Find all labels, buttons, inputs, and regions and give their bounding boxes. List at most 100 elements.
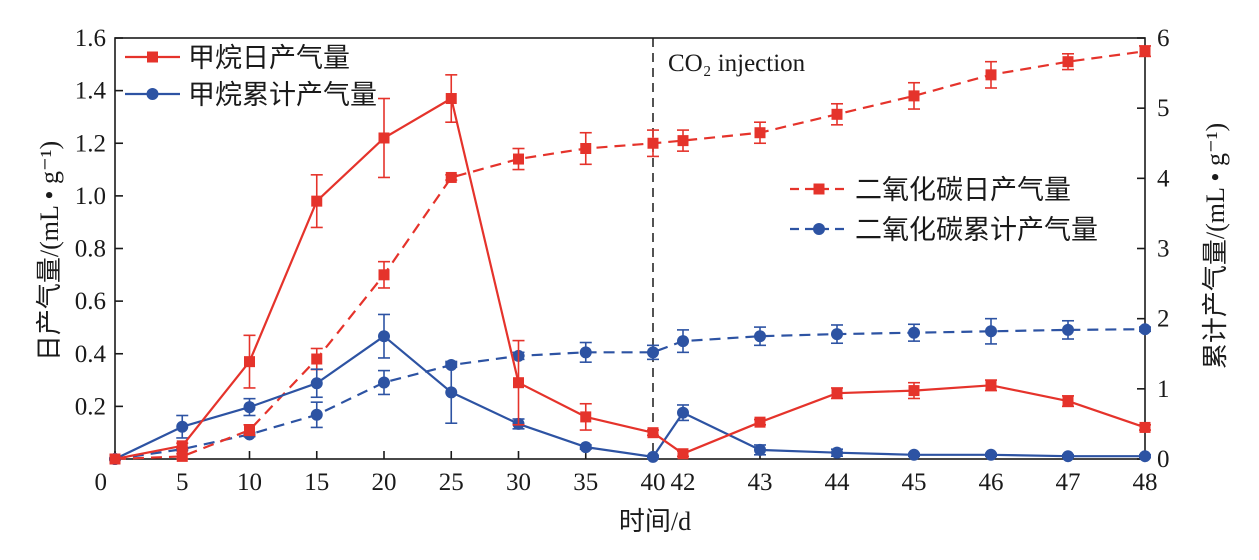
- data-point-circle: [1139, 450, 1151, 463]
- left-y-axis-title: 日产气量/(mL • g⁻¹): [35, 141, 64, 361]
- data-point-circle: [1062, 450, 1074, 463]
- data-point-square: [244, 424, 255, 436]
- right-y-tick-label: 1: [1157, 376, 1170, 403]
- data-point-square: [311, 353, 323, 365]
- x-tick-label: 15: [304, 469, 329, 496]
- data-point-square: [1139, 421, 1151, 433]
- data-point-square: [176, 440, 188, 452]
- legend-label-co2-daily: 二氧化碳日产气量: [855, 175, 1071, 205]
- data-point-square: [831, 108, 843, 120]
- left-y-tick-label: 0.8: [75, 236, 106, 263]
- co2-injection-annotation: CO₂ injection: [668, 50, 806, 77]
- data-point-circle: [813, 223, 825, 235]
- data-point-square: [754, 127, 766, 139]
- x-tick-label: 48: [1133, 469, 1158, 496]
- x-tick-label: 5: [176, 469, 189, 496]
- data-point-square: [445, 171, 457, 183]
- left-y-tick-label: 1.2: [75, 130, 106, 157]
- right-y-tick-label: 4: [1157, 165, 1170, 192]
- data-point-square: [985, 69, 997, 81]
- x-tick-label: 40: [641, 469, 666, 496]
- data-point-circle: [378, 376, 390, 389]
- data-point-circle: [754, 443, 766, 456]
- data-point-circle: [647, 346, 659, 359]
- series-line: [114, 335, 1145, 460]
- data-point-circle: [831, 446, 843, 459]
- data-point-square: [311, 195, 323, 207]
- data-point-square: [908, 385, 920, 397]
- x-axis-title: 时间/d: [619, 507, 691, 536]
- left-y-tick-label: 1.0: [75, 183, 106, 210]
- data-point-circle: [310, 377, 323, 390]
- x-tick-label: 10: [237, 469, 262, 496]
- series-4: [109, 317, 1151, 465]
- series-line: [114, 328, 1146, 461]
- data-point-circle: [310, 408, 323, 421]
- data-point-circle: [908, 326, 920, 339]
- data-point-square: [445, 93, 457, 105]
- right-y-tick-label: 6: [1157, 25, 1170, 52]
- right-y-tick-label: 5: [1157, 95, 1170, 122]
- left-y-tick-label: 0.2: [75, 393, 106, 420]
- data-point-square: [378, 132, 390, 144]
- legends: 甲烷日产气量 甲烷累计产气量 二氧化碳日产气量 二氧化碳累计产气量: [125, 43, 1098, 245]
- legend-top-left: [125, 51, 180, 100]
- left-y-tick-label: 1.4: [75, 78, 107, 105]
- data-point-circle: [677, 406, 689, 419]
- data-point-square: [176, 450, 188, 462]
- data-point-square: [147, 51, 158, 63]
- data-point-square: [908, 90, 920, 102]
- data-point-square: [580, 143, 592, 155]
- data-point-square: [677, 135, 689, 147]
- data-point-circle: [831, 328, 843, 341]
- left-y-tick-label: 0.6: [75, 288, 106, 315]
- data-point-square: [378, 269, 390, 281]
- left-y-tick-label: 1.6: [75, 25, 106, 52]
- data-point-square: [831, 387, 843, 399]
- x-tick-label: 0: [95, 469, 108, 496]
- data-point-square: [677, 448, 689, 460]
- legend-label-co2-cumulative: 二氧化碳累计产气量: [855, 215, 1098, 245]
- x-tick-label: 43: [748, 469, 773, 496]
- data-point-square: [109, 453, 121, 465]
- data-point-circle: [985, 448, 997, 461]
- data-point-square: [513, 377, 524, 389]
- data-point-circle: [378, 330, 390, 343]
- data-point-square: [244, 356, 255, 368]
- data-point-circle: [579, 346, 592, 359]
- data-point-circle: [754, 330, 766, 343]
- right-y-tick-label: 3: [1157, 236, 1170, 263]
- x-tick-label: 45: [902, 469, 927, 496]
- data-point-square: [1139, 45, 1151, 57]
- right-y-tick-label: 2: [1157, 306, 1170, 333]
- data-point-circle: [146, 88, 159, 100]
- x-tick-label: 35: [573, 469, 598, 496]
- data-point-circle: [677, 335, 689, 348]
- data-point-square: [1062, 395, 1074, 407]
- legend-samples: [125, 51, 848, 235]
- x-tick-label: 44: [825, 469, 851, 496]
- data-point-circle: [243, 401, 256, 414]
- legend-label-methane-daily: 甲烷日产气量: [188, 43, 350, 73]
- data-point-circle: [445, 386, 458, 399]
- right-y-tick-label: 0: [1157, 446, 1170, 473]
- left-y-tick-label: 0.4: [75, 341, 107, 368]
- x-tick-label: 42: [671, 469, 696, 496]
- data-point-square: [813, 183, 825, 195]
- series-line: [114, 97, 1146, 461]
- data-point-square: [985, 379, 997, 391]
- data-point-square: [754, 416, 766, 428]
- x-tick-label: 30: [506, 469, 531, 496]
- series-line: [114, 50, 1146, 461]
- data-point-circle: [908, 448, 920, 461]
- x-tick-label: 25: [439, 469, 464, 496]
- data-point-circle: [176, 420, 189, 433]
- x-tick-label: 46: [979, 469, 1004, 496]
- data-point-circle: [1062, 323, 1074, 336]
- data-point-square: [647, 137, 659, 149]
- data-point-square: [1062, 56, 1074, 68]
- data-point-square: [647, 427, 659, 439]
- data-point-circle: [1139, 323, 1151, 336]
